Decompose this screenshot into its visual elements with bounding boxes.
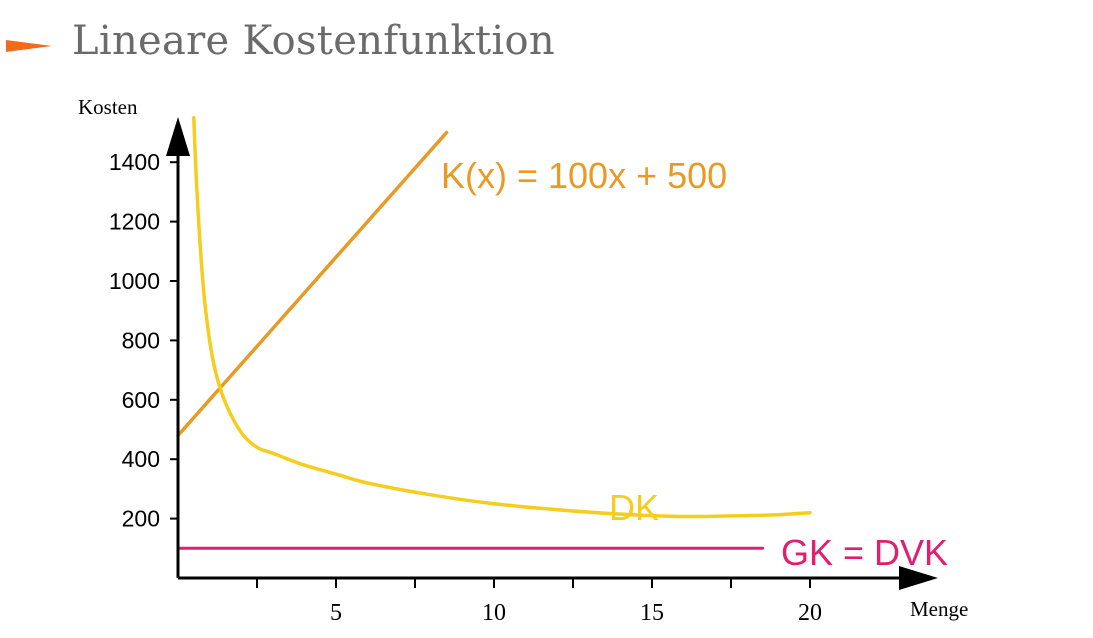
y-tick-label: 400: [122, 446, 160, 472]
y-axis-label: Kosten: [78, 95, 138, 119]
cost-line-series: [176, 130, 449, 438]
series-layer: [176, 115, 812, 550]
slide-title: Lineare Kostenfunktion: [72, 18, 555, 64]
y-tick-label: 200: [122, 506, 160, 532]
annotation-layer: K(x) = 100x + 500 DK GK = DVK: [441, 155, 948, 573]
cost-function-label: K(x) = 100x + 500: [441, 155, 727, 196]
y-tick-label: 600: [122, 387, 160, 413]
dk-curve-series: [192, 115, 812, 519]
gk-dvk-label: GK = DVK: [781, 532, 948, 573]
x-tick-marks: [256, 578, 811, 588]
x-axis-arrowhead: [899, 566, 938, 590]
y-tick-label: 1200: [109, 209, 160, 235]
triangle-arrow-icon: [6, 40, 52, 52]
y-tick-labels: 200 400 600 800 1000 1200 1400: [109, 149, 160, 531]
x-tick-label: 5: [330, 600, 342, 626]
y-tick-label: 1000: [109, 268, 160, 294]
y-tick-label: 1400: [109, 149, 160, 175]
x-axis-label: Menge: [910, 597, 968, 621]
y-axis-arrowhead: [166, 117, 190, 156]
dk-label: DK: [609, 487, 659, 528]
x-tick-label: 15: [640, 600, 664, 626]
x-tick-label: 20: [798, 600, 822, 626]
y-tick-label: 800: [122, 327, 160, 353]
x-tick-label: 10: [482, 600, 506, 626]
x-tick-labels: 5 10 15 20: [330, 600, 822, 626]
